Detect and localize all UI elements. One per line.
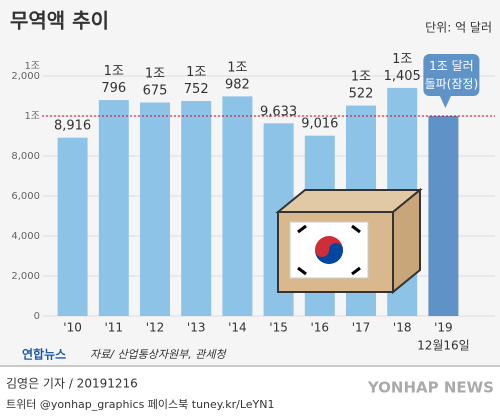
bar [222,96,253,316]
bar [98,100,129,316]
value-label: 8,916 [54,118,91,133]
x-tick-label: '16 [311,321,330,335]
x-note: 12월16일 [417,339,470,353]
y-tick-label: 4,000 [11,231,40,242]
chart-title: 무역액 추이 [10,9,109,33]
bar [140,102,170,316]
y-tick-label: 2,000 [11,271,40,282]
source: 자료/ 산업통상자원부, 관세청 [90,348,228,361]
x-tick-label: '18 [393,321,412,335]
x-tick-label: '12 [146,321,165,335]
y-tick-label: 6,000 [11,191,40,202]
unit-label: 단위: 억 달러 [425,21,492,35]
x-tick-label: '17 [352,321,371,335]
bar [181,100,212,317]
y-tick-label: 8,000 [11,151,40,162]
social: 트위터 @yonhap_graphics 페이스북 tuney.kr/LeYN1 [6,398,274,411]
y-tick-label: 0 [34,311,40,322]
x-tick-label: '15 [269,321,288,335]
value-label: 1조 달러 돌파(잠정) [425,59,479,91]
value-label: 9,016 [301,116,338,131]
value-label: 1조 1,405 [384,51,421,83]
value-label: 1조 675 [143,66,168,98]
value-label: 1조 522 [349,69,374,101]
y-tick-label: 1조 [24,111,40,122]
value-label: 1조 796 [101,64,126,96]
x-tick-label: '10 [63,321,82,335]
x-tick-label: '11 [105,321,124,335]
value-label: 1조 752 [184,64,209,96]
x-tick-label: '13 [187,321,206,335]
byline: 김영은 기자 / 20191216 [6,377,138,391]
x-tick-label: '14 [228,321,247,335]
cargo-box [275,187,423,295]
value-label: 9,633 [260,104,297,119]
bar [57,137,88,316]
agency: YONHAP NEWS [367,379,494,397]
x-tick-label: '19 [434,321,453,335]
bar [428,116,459,316]
logo: 연합뉴스 [22,347,66,362]
callout-box [423,54,480,96]
y-tick-label: 1조 2,000 [11,61,40,82]
callout-pointer [439,95,452,108]
value-label: 1조 982 [225,60,250,92]
